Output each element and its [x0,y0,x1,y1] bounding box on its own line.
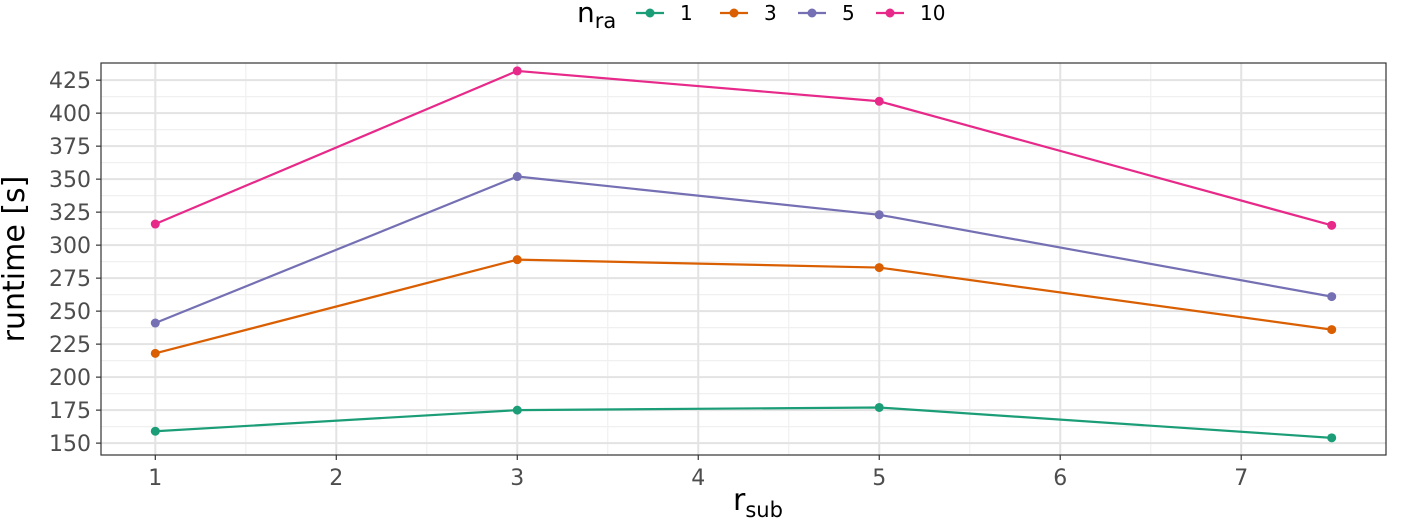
legend-label: 1 [680,1,693,25]
data-point [1327,292,1337,302]
y-tick-label: 175 [49,399,91,424]
series-line-1 [155,406,1332,439]
x-axis-title: rsub [733,483,783,520]
series-line-10 [154,69,1332,227]
legend: nra 1 3 5 10 [577,0,945,33]
data-point [150,348,160,358]
panel-border [100,62,1387,456]
y-tick-label: 275 [49,267,91,292]
x-tick-label: 5 [872,466,886,491]
legend-item-5: 5 [798,1,855,25]
legend-key-point [807,8,817,18]
y-axis: 150 175 200 225 250 275 300 325 350 375 400 425 [49,69,101,457]
data-point [150,219,160,229]
x-tick-label: 2 [329,466,343,491]
legend-title: nra [577,0,616,33]
y-tick-label: 350 [49,168,91,193]
data-point [874,263,884,273]
series-1 [150,402,1337,443]
y-tick-label: 400 [49,102,91,127]
x-tick-label: 4 [691,466,705,491]
x-tick-label: 7 [1234,466,1248,491]
series-10 [150,66,1337,230]
data-point [512,255,522,265]
data-point [512,66,522,76]
legend-label: 3 [764,1,777,25]
y-tick-label: 300 [49,234,91,259]
y-tick-label: 225 [49,333,91,358]
legend-label: 5 [842,1,855,25]
plot-panel [100,62,1387,456]
y-tick-label: 150 [49,432,91,457]
y-tick-label: 375 [49,135,91,160]
x-tick-label: 6 [1053,466,1067,491]
x-tick-label: 1 [148,466,162,491]
legend-item-10: 10 [876,1,945,25]
data-point [1327,325,1337,335]
data-point [1327,220,1337,230]
legend-item-1: 1 [636,1,693,25]
legend-key-point [885,8,895,18]
x-axis-title-main: r [733,483,746,518]
data-point [150,426,160,436]
legend-title-main: n [577,0,595,29]
y-tick-label: 325 [49,201,91,226]
legend-title-sub: ra [595,9,617,33]
data-point [512,172,522,182]
data-point [150,318,160,328]
data-point [874,96,884,106]
legend-label: 10 [920,1,945,25]
y-tick-label: 200 [49,366,91,391]
legend-key-point [645,8,655,18]
data-point [512,405,522,415]
series-line-5 [154,175,1332,325]
series-5 [150,172,1337,328]
y-tick-label: 425 [49,69,91,94]
data-point [874,402,884,412]
y-tick-label: 250 [49,300,91,325]
series-3 [150,255,1337,358]
x-tick-label: 3 [510,466,524,491]
x-axis-title-sub: sub [745,498,783,520]
data-point [874,210,884,220]
series-line-3 [155,258,1332,355]
x-axis: 1 2 3 4 5 6 7 [148,455,1248,491]
legend-key-point [729,8,739,18]
data-point [1327,433,1337,443]
y-axis-title: runtime [s] [0,176,32,343]
legend-item-3: 3 [720,1,777,25]
